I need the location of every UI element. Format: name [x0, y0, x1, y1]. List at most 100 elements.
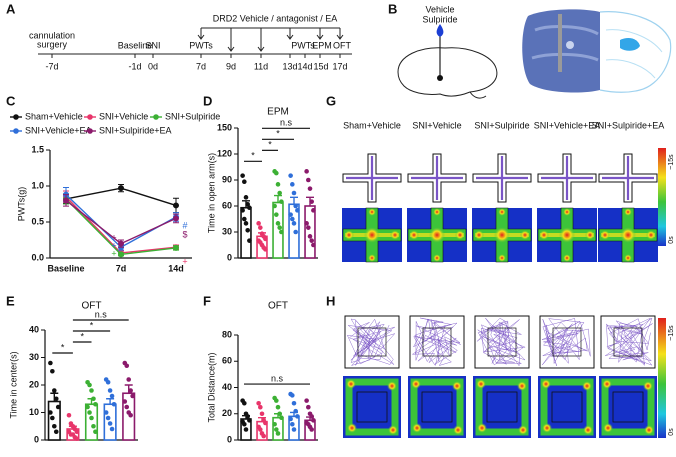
point	[173, 244, 179, 251]
data-point	[272, 421, 277, 427]
brain-sagittal	[397, 24, 498, 99]
heatmap-hotspot	[368, 254, 376, 262]
panel-label: F	[203, 293, 211, 308]
data-point	[256, 400, 261, 406]
chart-title: OFT	[82, 301, 102, 312]
field-center	[613, 327, 643, 357]
timeline-event: cannulation	[29, 30, 75, 40]
point	[173, 215, 179, 222]
data-point	[274, 398, 279, 403]
data-point	[277, 190, 282, 196]
error-bar	[306, 416, 314, 421]
maze-track	[602, 156, 654, 200]
data-point	[259, 411, 265, 417]
heatmap-ring	[345, 378, 399, 436]
heatmap-hotspot	[477, 423, 487, 433]
error-bar	[242, 415, 250, 419]
error-bar	[124, 384, 133, 394]
heatmap-hotspot	[433, 208, 441, 216]
day-label: 15d	[313, 61, 328, 71]
annotation: +	[182, 256, 187, 266]
timeline-event: surgery	[37, 39, 68, 49]
heatmap-hotspot	[476, 379, 486, 389]
timeline-event: Baseline	[118, 40, 153, 50]
heatmap-hotspot	[559, 227, 575, 243]
maze-track	[411, 156, 463, 200]
data-point	[290, 393, 295, 398]
heatmap-hotspot	[390, 230, 400, 240]
point	[118, 185, 124, 192]
timeline-event: OFT	[333, 40, 351, 50]
data-point	[290, 182, 295, 187]
data-point	[52, 388, 57, 393]
timeline-event: PWTs	[189, 40, 213, 50]
heatmap-center	[356, 391, 388, 423]
significance-label: *	[251, 151, 255, 161]
data-point	[85, 404, 90, 410]
data-point	[258, 404, 263, 410]
day-label: -1d	[128, 61, 141, 71]
data-point	[274, 170, 279, 176]
column-label: SNI+Vehicle	[412, 120, 461, 130]
colorbar	[658, 148, 666, 246]
annotation: +	[111, 248, 116, 258]
column-label: SNI+Sulpiride+EA	[592, 120, 665, 130]
drug-label: Sulpiride	[422, 14, 457, 24]
legend-label: Sham+Vehicle	[25, 111, 83, 121]
field-track	[411, 317, 461, 367]
legend-marker	[13, 128, 19, 134]
heatmap-hotspot	[364, 227, 380, 243]
significance-label: *	[90, 320, 94, 330]
heatmap-hotspot	[541, 379, 551, 389]
y-tick-label: 0	[34, 434, 39, 444]
heatmap-hotspot	[539, 230, 549, 240]
series-line	[65, 199, 177, 245]
day-label: 7d	[196, 61, 206, 71]
brain-coronal	[522, 9, 672, 93]
data-point	[293, 229, 298, 235]
data-point	[52, 423, 57, 429]
heatmap-hotspot	[498, 208, 506, 216]
x-tick-label: Baseline	[47, 263, 84, 273]
data-point	[242, 400, 247, 406]
column-label: SNI+Vehicle+EA	[534, 120, 601, 130]
point	[118, 251, 124, 258]
data-point	[53, 429, 59, 435]
data-point	[93, 401, 98, 407]
data-point	[295, 414, 300, 419]
heatmap-hotspot	[388, 425, 398, 435]
data-point	[277, 225, 282, 230]
data-point	[240, 208, 245, 213]
y-axis-label: Time in center(s)	[8, 351, 18, 418]
significance-label: *	[80, 331, 84, 341]
chart-title: EPM	[267, 107, 289, 118]
y-tick-label: 0.0	[31, 252, 44, 262]
field-outline	[539, 315, 595, 369]
data-point	[107, 388, 113, 393]
data-point	[288, 173, 293, 178]
y-tick-label: 150	[217, 122, 232, 132]
heatmap-hotspot	[603, 423, 613, 433]
timeline	[38, 27, 352, 58]
timeline-event: PWTs	[291, 40, 315, 50]
heatmap-hotspot	[600, 230, 610, 240]
data-point	[105, 379, 111, 385]
heatmap-hotspot	[520, 230, 530, 240]
timeline-days: -7d -1d 0d 7d 9d 11d 13d 14d 15d 17d	[45, 61, 347, 71]
day-label: 11d	[254, 61, 268, 71]
field-track	[605, 317, 653, 367]
colorbar-label: ~15s	[668, 325, 675, 341]
heatmap-hotspot	[409, 230, 419, 240]
error-bar	[306, 196, 314, 206]
legend-marker	[153, 114, 159, 120]
data-point	[124, 363, 130, 369]
heatmap-hotspot	[498, 254, 506, 262]
error-bar	[68, 425, 77, 429]
data-point	[309, 427, 314, 432]
heatmap-hotspot	[411, 379, 421, 389]
data-point	[275, 431, 281, 436]
data-point	[124, 404, 130, 410]
x-tick-label: 7d	[116, 263, 127, 273]
heatmap-hotspot	[474, 230, 484, 240]
